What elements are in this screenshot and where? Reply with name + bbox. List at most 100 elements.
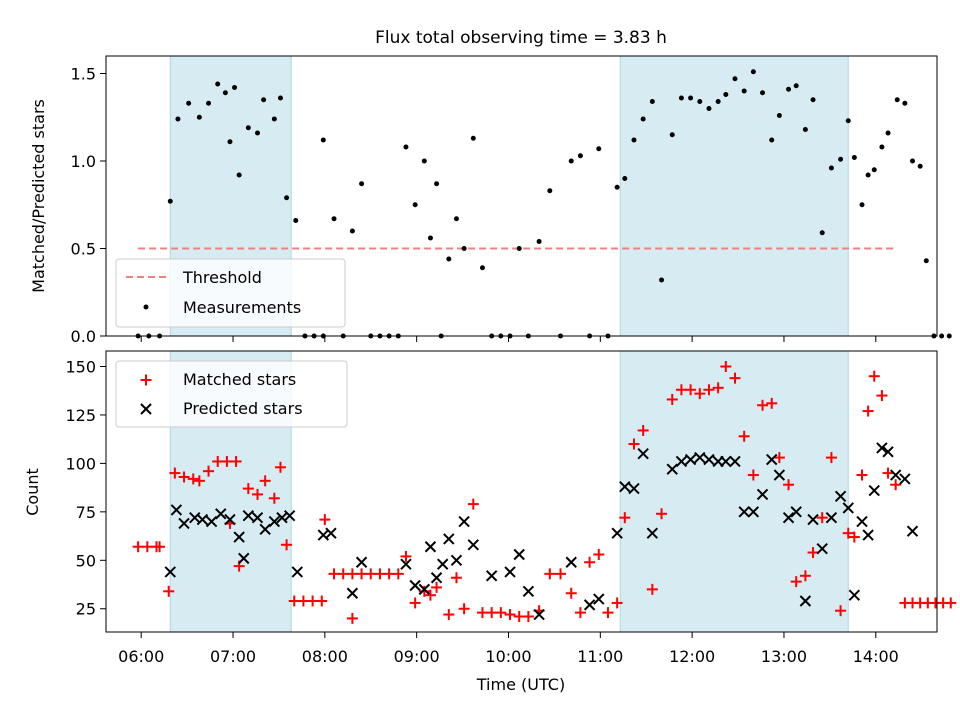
x-stroke-b <box>424 541 437 553</box>
matched-star-point <box>458 603 470 615</box>
x-stroke-b <box>766 453 778 466</box>
predicted-star-point <box>766 453 778 466</box>
matched-star-point <box>513 610 525 622</box>
matched-star-point <box>747 469 759 481</box>
y-tick-label: 25 <box>76 600 96 619</box>
bottom-points <box>132 361 957 624</box>
predicted-star-point <box>720 455 732 468</box>
matched-star-point <box>328 568 340 580</box>
x-stroke-b <box>611 527 623 539</box>
matched-star-point <box>555 568 567 580</box>
measurement-point <box>715 99 721 104</box>
matched-star-point <box>675 384 687 396</box>
matched-star-point <box>738 430 750 442</box>
y-tick-label: 0.0 <box>71 327 96 346</box>
measurement-point <box>453 216 459 222</box>
measurement-point <box>277 95 283 101</box>
predicted-star-point <box>593 593 605 605</box>
y-tick-label: 125 <box>65 406 96 425</box>
measurement-point <box>786 86 792 92</box>
matched-star-point <box>835 605 847 617</box>
measurement-point <box>284 195 290 201</box>
predicted-star-point <box>164 566 176 578</box>
x-stroke-b <box>807 513 819 526</box>
x-stroke-b <box>291 566 304 578</box>
predicted-star-point <box>325 527 337 539</box>
matched-star-point <box>365 568 377 580</box>
legend-threshold-label: Threshold <box>182 268 262 287</box>
predicted-star-point <box>178 517 190 530</box>
predicted-star-point <box>242 510 255 522</box>
top-shaded-intervals <box>169 55 849 337</box>
top-legend: Threshold Measurements <box>115 258 346 328</box>
predicted-star-point <box>637 448 649 460</box>
measurement-point <box>232 85 238 90</box>
measurement-point <box>434 181 440 187</box>
observing-window <box>619 55 849 337</box>
predicted-star-point <box>400 558 412 570</box>
x-stroke-b <box>899 473 911 485</box>
legend-matched-marker <box>140 374 152 386</box>
matched-star-point <box>154 541 166 553</box>
x-tick-label: 13:00 <box>761 647 807 666</box>
matched-star-point <box>729 372 741 384</box>
predicted-star-point <box>842 502 854 514</box>
matched-star-point <box>409 597 421 609</box>
matched-star-point <box>790 576 802 588</box>
x-stroke-b <box>533 608 545 621</box>
predicted-star-point <box>848 589 861 601</box>
matched-star-point <box>242 483 254 495</box>
x-stroke-b <box>593 593 605 605</box>
x-stroke-b <box>619 480 631 493</box>
predicted-star-point <box>666 463 678 475</box>
top-y-axis-label: Matched/Predicted stars <box>29 99 48 293</box>
matched-star-point <box>522 610 534 622</box>
matched-star-point <box>486 607 498 619</box>
x-tick-label: 06:00 <box>118 647 164 666</box>
measurement-point <box>640 116 646 122</box>
bottom-y-axis-label: Count <box>23 468 42 516</box>
matched-star-point <box>882 467 894 479</box>
x-tick-label: 07:00 <box>210 647 256 666</box>
predicted-star-point <box>268 515 281 528</box>
x-stroke-b <box>646 527 659 539</box>
matched-star-point <box>584 556 596 568</box>
predicted-star-point <box>816 542 828 555</box>
legend-measurements-swatch <box>143 304 149 310</box>
matched-star-point <box>619 512 631 524</box>
matched-star-point <box>825 452 837 464</box>
measurement-point <box>659 277 665 283</box>
measurement-point <box>349 228 355 234</box>
measurement-point <box>227 139 233 145</box>
measurement-point <box>741 88 747 94</box>
predicted-star-point <box>291 566 304 578</box>
predicted-star-point <box>215 508 227 520</box>
matched-star-point <box>424 589 436 601</box>
predicted-star-point <box>418 583 431 596</box>
predicted-star-point <box>504 566 516 578</box>
measurement-point <box>596 146 602 152</box>
predicted-star-point <box>436 558 449 570</box>
legend-predicted-swatch <box>140 403 152 415</box>
predicted-star-point <box>703 453 715 466</box>
measurement-point <box>215 81 221 87</box>
x-stroke-b <box>876 442 888 454</box>
predicted-star-point <box>583 599 596 611</box>
bottom-panel: 25 50 75 100 125 150 06:00 07:00 08:00 09:00 10:0… <box>23 350 957 694</box>
x-axis-label: Time (UTC) <box>476 675 565 694</box>
measurement-points <box>135 69 952 339</box>
bottom-legend: Matched stars Predicted stars <box>115 360 348 428</box>
measurement-point <box>577 153 583 159</box>
predicted-star-point <box>773 469 786 481</box>
x-stroke-b <box>637 448 649 460</box>
predicted-star-point <box>409 579 421 592</box>
predicted-star-point <box>747 506 760 518</box>
x-stroke-b <box>675 455 688 468</box>
measurement-point <box>923 258 929 264</box>
measurement-point <box>902 100 908 106</box>
matched-star-point <box>807 547 819 559</box>
predicted-star-point <box>899 473 911 485</box>
measurement-point <box>271 116 277 122</box>
x-stroke-b <box>140 403 152 415</box>
matched-star-point <box>685 384 697 396</box>
